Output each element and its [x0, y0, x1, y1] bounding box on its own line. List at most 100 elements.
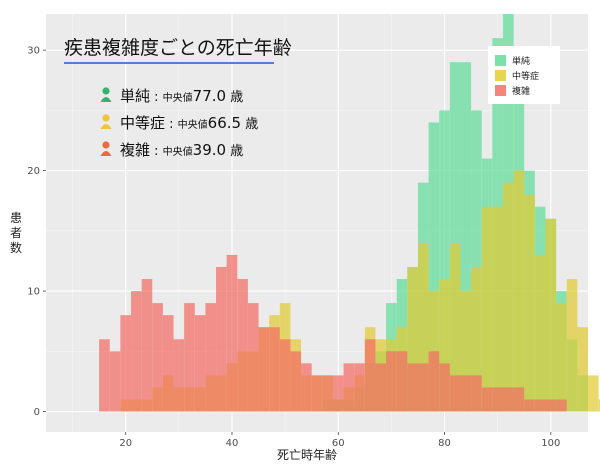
person-icon: [102, 141, 110, 149]
histogram-bar: [141, 279, 153, 412]
histogram-bar: [471, 375, 482, 412]
histogram-bar: [258, 327, 270, 412]
histogram-bar: [120, 315, 132, 412]
series-3: [99, 254, 567, 412]
histogram-bar: [439, 279, 450, 412]
histogram-bar: [449, 242, 461, 412]
histogram-bar: [545, 218, 557, 412]
histogram-bar: [481, 206, 493, 412]
histogram-bar: [524, 399, 535, 412]
histogram-bar: [152, 303, 163, 412]
histogram-bar: [311, 375, 323, 412]
histogram-bar: [439, 363, 450, 412]
histogram-bar: [375, 363, 387, 412]
y-tick-label: 20: [27, 166, 40, 177]
histogram-bar: [205, 303, 217, 412]
histogram-bar: [216, 266, 227, 412]
legend-swatch: [495, 70, 506, 81]
chart-title: 疾患複雑度ごとの死亡年齢: [64, 37, 292, 59]
histogram-bar: [492, 387, 503, 412]
histogram-bar: [577, 327, 588, 412]
histogram-bar: [99, 339, 110, 412]
person-icon: [102, 114, 110, 122]
x-tick-label: 60: [332, 438, 345, 449]
histogram-bar: [301, 363, 312, 412]
median-annotation: 複雑 : 中央値39.0 歳: [100, 141, 243, 159]
histogram-bar: [332, 375, 344, 412]
bars-layer: [99, 14, 600, 412]
legend-label: 中等症: [512, 70, 539, 82]
histogram-bar: [545, 399, 557, 412]
histogram-bar: [279, 339, 291, 412]
median-text: 中等症 : 中央値66.5 歳: [120, 114, 258, 132]
y-tick-label: 30: [27, 46, 40, 57]
histogram-bar: [417, 363, 429, 412]
histogram-bar: [407, 363, 418, 412]
histogram-bar: [109, 351, 121, 412]
histogram-bar: [162, 315, 174, 412]
histogram-bar: [534, 254, 546, 412]
histogram-bar: [173, 339, 185, 412]
legend-swatch: [495, 55, 506, 66]
x-tick-label: 20: [119, 438, 132, 449]
person-icon-body: [100, 124, 112, 129]
y-axis-label-char: 者: [10, 226, 22, 240]
y-axis-label-char: 患: [10, 211, 22, 225]
y-tick-label: 0: [34, 407, 40, 418]
legend-label: 複雑: [512, 85, 530, 97]
histogram-bar: [598, 399, 600, 412]
legend-label: 単純: [512, 55, 530, 67]
histogram-bar: [237, 279, 248, 412]
histogram-bar: [492, 206, 503, 412]
histogram-bar: [226, 254, 238, 412]
median-text: 単純 : 中央値77.0 歳: [120, 87, 243, 105]
histogram-bar: [502, 387, 514, 412]
histogram-bar: [566, 279, 578, 412]
histogram-bar: [588, 375, 599, 412]
person-icon-body: [100, 151, 112, 156]
y-tick-label: 10: [27, 287, 40, 298]
histogram-bar: [556, 303, 567, 412]
histogram-bar: [439, 110, 450, 412]
person-icon: [102, 87, 110, 95]
median-text: 複雑 : 中央値39.0 歳: [120, 141, 243, 159]
histogram-bar: [471, 266, 482, 412]
histogram-bar: [386, 351, 397, 412]
histogram-bar: [460, 62, 472, 412]
histogram-bar: [428, 351, 440, 412]
histogram-bar: [396, 351, 408, 412]
histogram-bar: [460, 375, 472, 412]
histogram-bar: [194, 315, 206, 412]
axes-layer: 20 40 60 80 100 0 10 20 30: [27, 46, 560, 449]
histogram-bar: [417, 242, 429, 412]
legend-swatch: [495, 85, 506, 96]
histogram-bar: [428, 122, 440, 412]
histogram-bar: [343, 363, 355, 412]
histogram-bar: [460, 291, 472, 412]
histogram-bar: [407, 266, 418, 412]
histogram-bar: [481, 387, 493, 412]
x-tick-label: 100: [541, 438, 560, 449]
histogram-bar: [364, 339, 376, 412]
histogram-bar: [513, 387, 525, 412]
histogram-bar: [247, 303, 259, 412]
histogram-bar: [534, 399, 546, 412]
histogram-bar: [513, 170, 525, 412]
person-icon-body: [100, 97, 112, 102]
histogram-bar: [322, 375, 333, 412]
histogram-bar: [449, 62, 461, 412]
histogram-bar: [524, 194, 535, 412]
histogram-bar: [502, 182, 514, 412]
histogram-bar: [471, 110, 482, 412]
y-axis-label-char: 数: [10, 240, 22, 255]
x-axis-label: 死亡時年齢: [277, 447, 337, 462]
histogram-bar: [131, 291, 142, 412]
y-axis-label: 患者数: [10, 211, 22, 255]
median-annotation: 単純 : 中央値77.0 歳: [100, 87, 243, 105]
histogram-bar: [354, 363, 365, 412]
histogram-bar: [449, 375, 461, 412]
histogram-bar: [269, 327, 280, 412]
